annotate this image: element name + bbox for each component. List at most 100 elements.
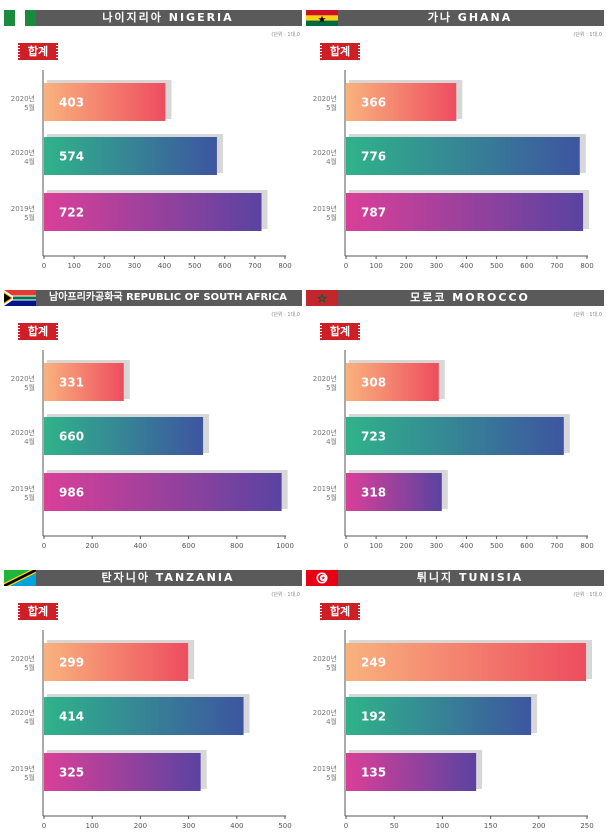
x-tick-label: 100 [86, 822, 99, 830]
ghana-flag-icon [306, 10, 338, 26]
bar-value-label: 308 [361, 376, 386, 390]
bar [44, 753, 201, 791]
bar [346, 473, 442, 511]
chart-header: 남아프리카공화국 REPUBLIC OF SOUTH AFRICA [4, 290, 302, 306]
chart-header: 나이지리아 NIGERIA [4, 10, 302, 26]
bar [346, 643, 587, 681]
chart-title: 나이지리아 NIGERIA [102, 11, 234, 24]
x-tick-label: 600 [520, 262, 533, 270]
x-tick-label: 500 [490, 262, 503, 270]
x-tick-label: 500 [188, 262, 201, 270]
bar [44, 83, 166, 121]
chart-header: 모로코 MOROCCO [306, 290, 604, 306]
chart-panel-morocco: 모로코 MOROCCO (단위 : 1대,0 합계 0 100 200 300 400 5… [306, 290, 604, 560]
category-year-label: 2020년 [313, 654, 337, 663]
total-badge: 합계 [320, 43, 360, 60]
bar-chart: 0 50 100 150 200 250 249 2020년 5월 192 2020년 4월 135 20… [306, 622, 604, 840]
chart-header: 튀니지 TUNISIA [306, 570, 604, 586]
category-month-label: 4월 [326, 717, 337, 726]
x-tick-label: 100 [369, 262, 382, 270]
bar [44, 643, 189, 681]
bar-value-label: 986 [59, 486, 84, 500]
x-tick-label: 200 [532, 822, 545, 830]
chart-panel-south-africa: 남아프리카공화국 REPUBLIC OF SOUTH AFRICA (단위 : … [4, 290, 302, 560]
total-badge: 합계 [18, 43, 58, 60]
bar [346, 417, 564, 455]
bar-value-label: 722 [59, 206, 84, 220]
category-month-label: 5월 [326, 213, 337, 222]
unit-label: (단위 : 1대,0 [573, 592, 602, 598]
chart-title: 튀니지 TUNISIA [416, 571, 524, 584]
x-tick-label: 200 [400, 262, 413, 270]
bar-value-label: 660 [59, 430, 84, 444]
category-month-label: 5월 [24, 493, 35, 502]
bar [44, 473, 282, 511]
unit-label: (단위 : 1대,0 [573, 32, 602, 38]
x-tick-label: 700 [550, 542, 563, 550]
x-tick-label: 50 [390, 822, 399, 830]
category-month-label: 5월 [326, 103, 337, 112]
x-tick-label: 800 [230, 542, 243, 550]
bar-chart: 0 100 200 300 400 500 600 700 800 308 2020년 5월 723 20… [306, 342, 604, 560]
bar [346, 193, 584, 231]
bar [346, 137, 580, 175]
bar-value-label: 249 [361, 656, 386, 670]
bar [44, 193, 262, 231]
category-year-label: 2020년 [11, 148, 35, 157]
x-tick-label: 400 [460, 542, 473, 550]
category-year-label: 2020년 [11, 654, 35, 663]
x-tick-label: 500 [278, 822, 291, 830]
bar [44, 363, 124, 401]
chart-title: 가나 GHANA [427, 11, 513, 24]
bar [346, 83, 457, 121]
x-tick-label: 600 [182, 542, 195, 550]
south-africa-flag-icon [4, 290, 36, 306]
bar-value-label: 403 [59, 96, 84, 110]
category-year-label: 2019년 [313, 764, 337, 773]
x-tick-label: 0 [344, 262, 348, 270]
bar-value-label: 574 [59, 150, 84, 164]
x-tick-label: 600 [520, 542, 533, 550]
bar-value-label: 414 [59, 710, 84, 724]
x-tick-label: 200 [400, 542, 413, 550]
bar-value-label: 192 [361, 710, 386, 724]
unit-label: (단위 : 1대,0 [573, 312, 602, 318]
chart-panel-tunisia: 튀니지 TUNISIA (단위 : 1대,0 합계 0 50 100 150 200 25… [306, 570, 604, 840]
bar [346, 697, 532, 735]
unit-label: (단위 : 1대,0 [271, 312, 300, 318]
category-year-label: 2019년 [313, 204, 337, 213]
category-month-label: 4월 [326, 437, 337, 446]
category-year-label: 2019년 [313, 484, 337, 493]
category-month-label: 4월 [326, 157, 337, 166]
x-tick-label: 0 [42, 262, 46, 270]
x-tick-label: 300 [430, 262, 443, 270]
category-year-label: 2020년 [313, 708, 337, 717]
x-tick-label: 700 [550, 262, 563, 270]
x-tick-label: 400 [230, 822, 243, 830]
category-year-label: 2020년 [11, 428, 35, 437]
x-tick-label: 250 [580, 822, 593, 830]
category-month-label: 5월 [24, 213, 35, 222]
x-tick-label: 300 [430, 542, 443, 550]
category-year-label: 2020년 [313, 374, 337, 383]
bar [44, 137, 217, 175]
x-tick-label: 800 [580, 262, 593, 270]
x-tick-label: 800 [580, 542, 593, 550]
x-tick-label: 400 [158, 262, 171, 270]
category-month-label: 4월 [24, 437, 35, 446]
x-tick-label: 200 [134, 822, 147, 830]
total-badge: 합계 [320, 603, 360, 620]
x-tick-label: 300 [182, 822, 195, 830]
tunisia-flag-icon [306, 570, 338, 586]
x-tick-label: 0 [344, 822, 348, 830]
x-tick-label: 1000 [276, 542, 294, 550]
x-tick-label: 200 [98, 262, 111, 270]
x-tick-label: 0 [42, 822, 46, 830]
chart-title: 탄자니아 TANZANIA [101, 571, 235, 584]
category-year-label: 2020년 [313, 94, 337, 103]
category-month-label: 4월 [24, 157, 35, 166]
x-tick-label: 100 [67, 262, 80, 270]
bar-chart: 0 200 400 600 800 1000 331 2020년 5월 660 2020년 4월 986… [4, 342, 302, 560]
x-tick-label: 600 [218, 262, 231, 270]
bar-value-label: 135 [361, 766, 386, 780]
